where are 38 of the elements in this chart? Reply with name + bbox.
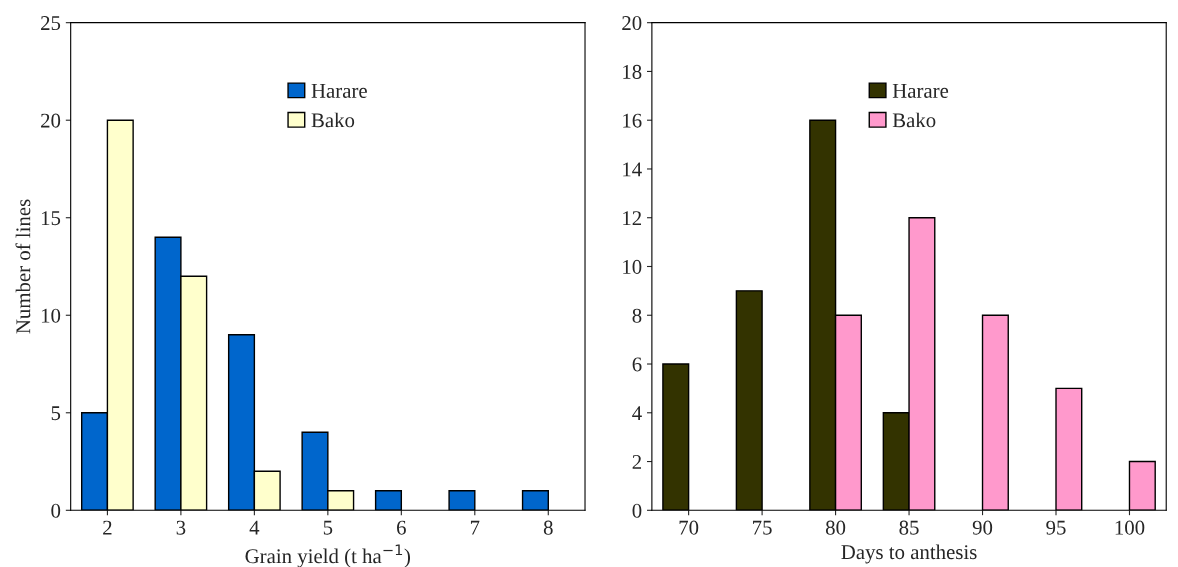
x-tick-label: 4 (249, 520, 260, 535)
y-tick-label: 0 (51, 503, 61, 518)
x-tick-label: 7 (470, 520, 480, 535)
x-tick-label: 95 (1046, 520, 1066, 535)
y-tick-label: 5 (51, 406, 61, 421)
y-tick-label: 20 (41, 113, 61, 128)
legend-label: Bako (892, 112, 936, 128)
y-tick-label: 8 (632, 308, 642, 323)
y-tick-label: 14 (623, 162, 642, 177)
x-tick-label: 3 (176, 520, 186, 535)
y-tick-label: 12 (623, 211, 642, 225)
y-tick-label: 10 (623, 259, 642, 274)
x-tick-label: 80 (825, 520, 846, 535)
y-axis-title: Number of lines (15, 199, 31, 334)
y-tick-label: 25 (41, 16, 61, 31)
y-tick-label: 10 (41, 308, 61, 323)
legend-label: Harare (892, 84, 949, 98)
y-tick-label: 0 (632, 503, 642, 518)
x-tick-label: 8 (543, 520, 553, 535)
x-tick-label: 70 (679, 520, 699, 535)
x-tick-label: 75 (753, 520, 772, 535)
y-tick-label: 20 (622, 16, 642, 31)
x-tick-label: 85 (899, 520, 919, 535)
x-axis-title: Days to anthesis (841, 544, 977, 564)
x-axis-title: Grain yield (t ha$^{−1}$) (245, 544, 411, 567)
y-tick-label: 2 (632, 454, 642, 469)
y-tick-label: 18 (623, 64, 642, 79)
y-tick-label: 15 (41, 211, 61, 226)
legend-label: Harare (311, 84, 367, 98)
y-tick-label: 16 (623, 113, 642, 128)
x-tick-label: 90 (972, 520, 993, 535)
x-tick-label: 100 (1115, 520, 1145, 535)
y-tick-label: 4 (632, 406, 642, 420)
x-tick-label: 5 (323, 520, 333, 535)
x-tick-label: 6 (397, 520, 406, 535)
legend-label: Bako (311, 112, 355, 128)
y-tick-label: 6 (632, 357, 642, 372)
x-tick-label: 2 (103, 520, 112, 535)
